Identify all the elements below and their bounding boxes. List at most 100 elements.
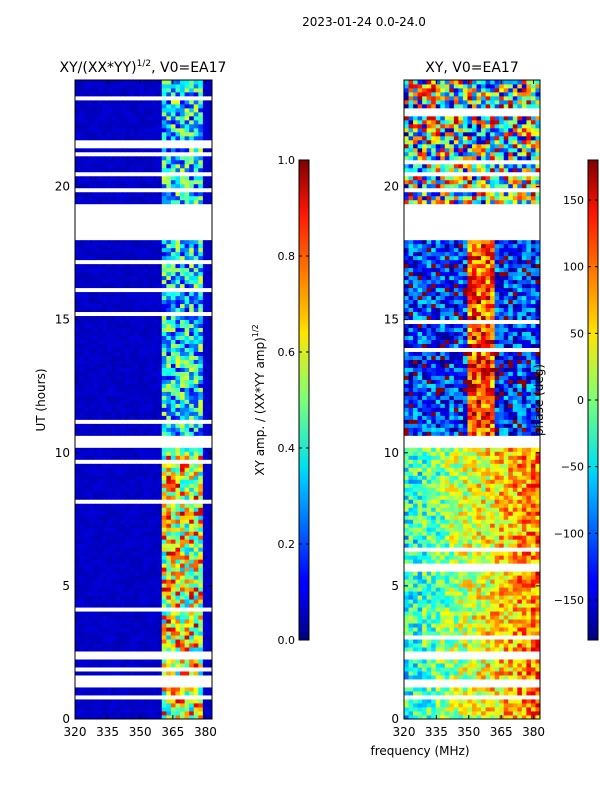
amp-cell bbox=[116, 471, 122, 476]
amp-cell bbox=[184, 135, 190, 141]
amp-cell bbox=[207, 435, 213, 440]
amp-cell bbox=[75, 695, 80, 700]
amp-cell bbox=[138, 175, 144, 181]
amp-cell bbox=[189, 351, 195, 356]
amp-cell bbox=[184, 91, 190, 97]
amp-cell bbox=[111, 471, 117, 476]
amp-cell bbox=[93, 651, 99, 656]
amp-cell bbox=[207, 499, 213, 504]
amp-cell bbox=[102, 635, 108, 640]
phase-cell bbox=[413, 711, 418, 716]
amp-cell bbox=[202, 319, 208, 325]
amp-cell bbox=[134, 623, 140, 628]
amp-cell bbox=[111, 415, 117, 420]
amp-cell bbox=[129, 363, 135, 368]
amp-cell bbox=[129, 259, 135, 265]
amp-cell bbox=[129, 683, 135, 688]
amp-cell bbox=[143, 255, 149, 261]
amp-cell bbox=[97, 247, 103, 253]
phase-cell bbox=[435, 711, 441, 716]
amp-cell bbox=[116, 383, 122, 388]
amp-cell bbox=[143, 87, 149, 93]
amp-cell bbox=[102, 91, 108, 97]
amp-cell bbox=[120, 619, 126, 624]
amp-cell bbox=[93, 195, 99, 201]
amp-cell bbox=[161, 147, 167, 153]
amp-cell bbox=[184, 495, 190, 500]
amp-cell bbox=[198, 711, 204, 716]
amp-cell bbox=[161, 311, 167, 317]
amp-cell bbox=[189, 555, 195, 560]
amp-cell bbox=[79, 331, 85, 336]
amp-cell bbox=[180, 595, 185, 600]
amp-cell bbox=[166, 111, 172, 117]
amp-cell bbox=[207, 687, 213, 692]
amp-cell bbox=[116, 375, 122, 380]
amp-cell bbox=[79, 475, 85, 480]
amp-cell bbox=[138, 495, 144, 500]
amp-cell bbox=[184, 143, 190, 149]
amp-cell bbox=[161, 583, 167, 588]
amp-cell bbox=[166, 327, 172, 332]
amp-cell bbox=[116, 391, 122, 396]
amp-cell bbox=[88, 471, 94, 476]
amp-cell bbox=[138, 523, 144, 528]
amp-cell bbox=[166, 375, 172, 380]
amp-cell bbox=[129, 523, 135, 528]
amp-cell bbox=[198, 495, 204, 500]
amp-cell bbox=[116, 543, 122, 548]
amp-cell bbox=[138, 347, 144, 352]
amp-cell bbox=[111, 307, 117, 313]
amp-cell bbox=[111, 475, 117, 480]
amp-cell bbox=[75, 483, 80, 488]
amp-cell bbox=[175, 443, 181, 448]
amp-cell bbox=[207, 467, 213, 472]
amp-cell bbox=[79, 315, 85, 321]
amp-cell bbox=[97, 471, 103, 476]
amp-cell bbox=[111, 175, 117, 181]
amp-cell bbox=[202, 651, 208, 656]
amp-cell bbox=[102, 263, 108, 269]
amp-cell bbox=[79, 203, 85, 209]
amp-cell bbox=[193, 163, 199, 169]
amp-cell bbox=[180, 459, 185, 464]
amp-cell bbox=[106, 699, 112, 704]
amp-cell bbox=[202, 379, 208, 384]
amp-cell bbox=[134, 379, 140, 384]
amp-cell bbox=[93, 459, 99, 464]
amp-cell bbox=[180, 451, 185, 456]
amp-cell bbox=[125, 387, 131, 392]
amp-cell bbox=[106, 379, 112, 384]
amp-cell bbox=[75, 631, 80, 636]
amp-cell bbox=[111, 531, 117, 536]
amp-cell bbox=[93, 511, 99, 516]
amp-cell bbox=[207, 151, 213, 157]
amp-cell bbox=[93, 171, 99, 177]
amp-cell bbox=[116, 127, 122, 133]
amp-cell bbox=[79, 191, 85, 197]
amp-cell bbox=[102, 271, 108, 277]
amp-cell bbox=[120, 319, 126, 325]
amp-cell bbox=[138, 323, 144, 329]
amp-cell bbox=[180, 171, 185, 177]
amp-cell bbox=[193, 279, 199, 285]
amp-cell bbox=[184, 291, 190, 297]
amp-cell bbox=[125, 523, 131, 528]
amp-cell bbox=[184, 255, 190, 261]
amp-cell bbox=[193, 80, 199, 85]
amp-cell bbox=[202, 595, 208, 600]
amp-cell bbox=[111, 279, 117, 285]
amp-cell bbox=[138, 359, 144, 364]
amp-cell bbox=[106, 431, 112, 436]
amp-cell bbox=[143, 411, 149, 416]
amp-cell bbox=[202, 171, 208, 177]
amp-cell bbox=[148, 387, 154, 392]
amp-cell bbox=[189, 171, 195, 177]
amp-cell bbox=[180, 663, 185, 668]
amp-cell bbox=[175, 595, 181, 600]
amp-cell bbox=[84, 135, 90, 141]
amp-cell bbox=[93, 587, 99, 592]
amp-cell bbox=[79, 699, 85, 704]
amp-cell bbox=[143, 247, 149, 253]
amp-cell bbox=[134, 183, 140, 189]
